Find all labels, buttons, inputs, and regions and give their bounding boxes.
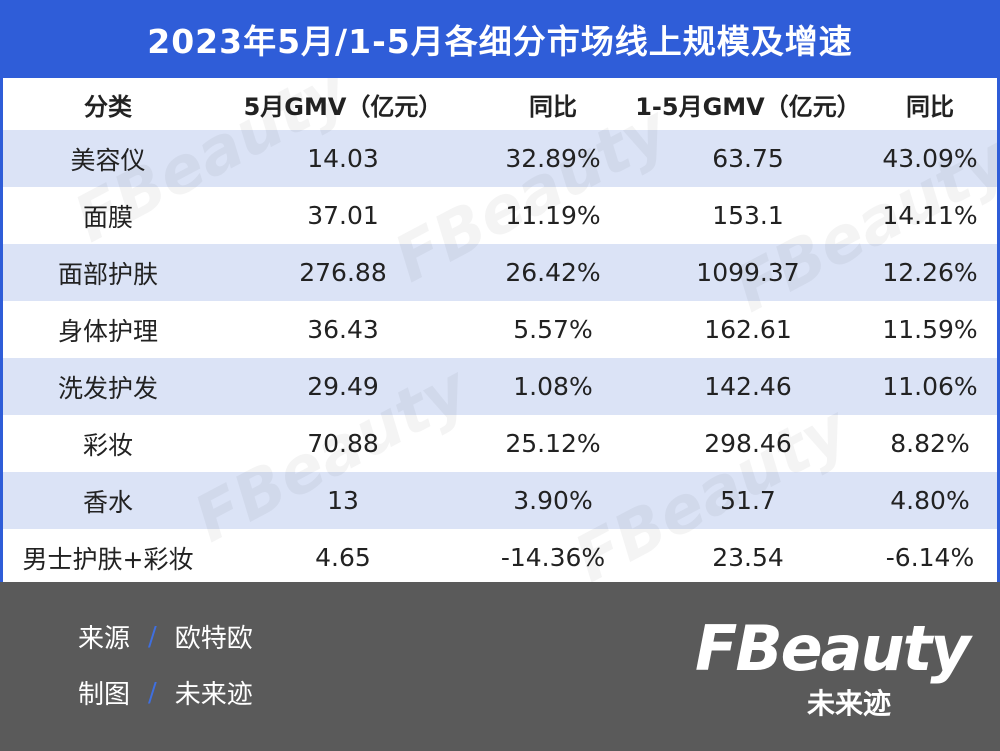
source-label: 来源 xyxy=(78,624,131,654)
maker-line: 制图 / 未来迹 xyxy=(78,674,253,711)
cell-ytd-gmv: 298.46 xyxy=(633,415,863,472)
cell-may-gmv: 4.65 xyxy=(213,529,473,582)
cell-may-yoy: 11.19% xyxy=(473,187,633,244)
cell-may-yoy: 1.08% xyxy=(473,358,633,415)
maker-label: 制图 xyxy=(78,680,131,710)
cell-ytd-yoy: 8.82% xyxy=(863,415,997,472)
cell-ytd-gmv: 23.54 xyxy=(633,529,863,582)
cell-may-gmv: 14.03 xyxy=(213,130,473,187)
source-line: 来源 / 欧特欧 xyxy=(78,618,253,655)
cell-may-yoy: 25.12% xyxy=(473,415,633,472)
table-row: 香水 13 3.90% 51.7 4.80% xyxy=(3,472,997,529)
header-ytd-yoy: 同比 xyxy=(906,92,954,121)
separator: / xyxy=(148,677,157,708)
logo-subtitle: 未来迹 xyxy=(807,687,892,720)
data-table-area: FBeauty FBeauty FBeauty FBeauty FBeauty … xyxy=(0,78,1000,582)
cell-ytd-gmv: 63.75 xyxy=(633,130,863,187)
header-category: 分类 xyxy=(84,92,132,121)
cell-may-gmv: 29.49 xyxy=(213,358,473,415)
cell-ytd-gmv: 1099.37 xyxy=(633,244,863,301)
cell-category: 香水 xyxy=(3,472,213,529)
table-row: 彩妆 70.88 25.12% 298.46 8.82% xyxy=(3,415,997,472)
table-row: 男士护肤+彩妆 4.65 -14.36% 23.54 -6.14% xyxy=(3,529,997,582)
table-row: 面部护肤 276.88 26.42% 1099.37 12.26% xyxy=(3,244,997,301)
gmv-table: 分类 5月GMV（亿元） 同比 1-5月GMV（亿元） 同比 美容仪 14.03 3… xyxy=(3,78,997,582)
table-body: 美容仪 14.03 32.89% 63.75 43.09% 面膜 37.01 11.19% 15… xyxy=(3,130,997,582)
cell-may-yoy: -14.36% xyxy=(473,529,633,582)
cell-category: 洗发护发 xyxy=(3,358,213,415)
cell-ytd-gmv: 51.7 xyxy=(633,472,863,529)
separator: / xyxy=(148,621,157,652)
cell-category: 彩妆 xyxy=(3,415,213,472)
cell-ytd-yoy: 11.59% xyxy=(863,301,997,358)
cell-may-gmv: 36.43 xyxy=(213,301,473,358)
header-ytd-gmv: 1-5月GMV（亿元） xyxy=(635,92,861,121)
cell-category: 男士护肤+彩妆 xyxy=(3,529,213,582)
cell-ytd-yoy: 12.26% xyxy=(863,244,997,301)
table-row: 面膜 37.01 11.19% 153.1 14.11% xyxy=(3,187,997,244)
cell-ytd-yoy: -6.14% xyxy=(863,529,997,582)
cell-ytd-yoy: 4.80% xyxy=(863,472,997,529)
cell-may-gmv: 37.01 xyxy=(213,187,473,244)
source-value: 欧特欧 xyxy=(174,624,253,654)
cell-may-gmv: 70.88 xyxy=(213,415,473,472)
header-may-yoy: 同比 xyxy=(529,92,577,121)
maker-value: 未来迹 xyxy=(174,680,253,710)
table-row: 美容仪 14.03 32.89% 63.75 43.09% xyxy=(3,130,997,187)
cell-ytd-yoy: 11.06% xyxy=(863,358,997,415)
cell-may-yoy: 5.57% xyxy=(473,301,633,358)
table-row: 洗发护发 29.49 1.08% 142.46 11.06% xyxy=(3,358,997,415)
cell-may-gmv: 276.88 xyxy=(213,244,473,301)
logo-wordmark: FBeauty xyxy=(695,612,971,685)
cell-ytd-gmv: 153.1 xyxy=(633,187,863,244)
cell-ytd-gmv: 142.46 xyxy=(633,358,863,415)
brand-logo: FBeauty 未来迹 xyxy=(695,612,971,722)
cell-category: 面膜 xyxy=(3,187,213,244)
table-header-row: 分类 5月GMV（亿元） 同比 1-5月GMV（亿元） 同比 xyxy=(3,78,997,130)
cell-category: 美容仪 xyxy=(3,130,213,187)
cell-category: 身体护理 xyxy=(3,301,213,358)
cell-may-gmv: 13 xyxy=(213,472,473,529)
table-row: 身体护理 36.43 5.57% 162.61 11.59% xyxy=(3,301,997,358)
header-may-gmv: 5月GMV（亿元） xyxy=(243,92,443,121)
cell-ytd-yoy: 14.11% xyxy=(863,187,997,244)
footer: 来源 / 欧特欧 制图 / 未来迹 FBeauty 未来迹 xyxy=(0,582,1000,751)
cell-ytd-yoy: 43.09% xyxy=(863,130,997,187)
cell-may-yoy: 32.89% xyxy=(473,130,633,187)
cell-may-yoy: 3.90% xyxy=(473,472,633,529)
cell-category: 面部护肤 xyxy=(3,244,213,301)
cell-may-yoy: 26.42% xyxy=(473,244,633,301)
cell-ytd-gmv: 162.61 xyxy=(633,301,863,358)
page-title: 2023年5月/1-5月各细分市场线上规模及增速 xyxy=(0,0,1000,78)
